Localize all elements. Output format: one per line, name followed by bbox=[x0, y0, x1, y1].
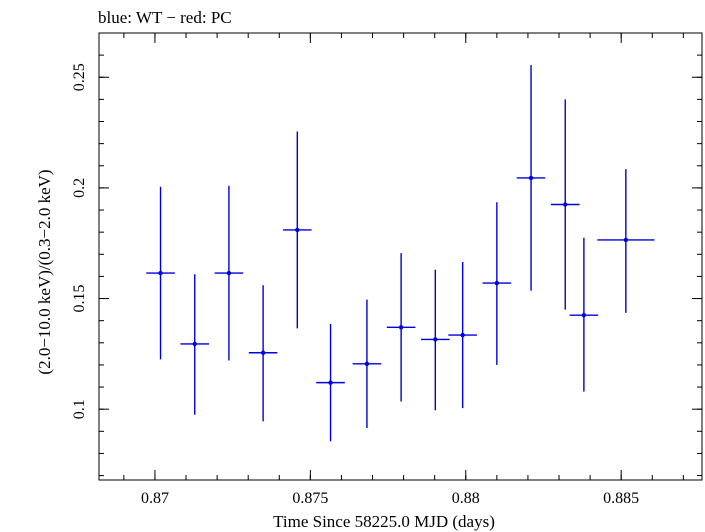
point-marker bbox=[192, 341, 197, 347]
axis-ticks bbox=[99, 32, 702, 480]
data-point bbox=[448, 262, 477, 409]
x-tick-label: 0.88 bbox=[452, 490, 480, 507]
point-marker bbox=[398, 325, 404, 330]
chart-title: blue: WT − red: PC bbox=[98, 8, 232, 27]
data-point bbox=[569, 237, 599, 392]
data-point bbox=[214, 185, 244, 361]
data-point bbox=[316, 323, 345, 442]
data-point bbox=[283, 131, 312, 329]
point-marker bbox=[328, 380, 333, 385]
data-point bbox=[146, 186, 175, 360]
data-points bbox=[146, 65, 655, 442]
point-marker bbox=[528, 175, 534, 181]
y-axis-label: (2.0−10.0 keV)/(0.3−2.0 keV) bbox=[35, 169, 54, 374]
x-tick-label: 0.875 bbox=[292, 490, 328, 507]
plot-frame bbox=[98, 32, 703, 481]
point-marker bbox=[623, 237, 629, 243]
point-marker bbox=[260, 350, 266, 355]
data-point bbox=[352, 299, 382, 428]
point-marker bbox=[581, 312, 587, 318]
point-marker bbox=[226, 270, 232, 276]
y-tick-label: 0.15 bbox=[71, 285, 88, 313]
y-tick-label: 0.1 bbox=[71, 399, 88, 419]
data-point bbox=[550, 99, 580, 310]
data-point bbox=[421, 269, 450, 411]
x-tick-label: 0.885 bbox=[603, 490, 639, 507]
y-tick-label: 0.25 bbox=[71, 63, 88, 91]
data-point bbox=[597, 169, 655, 313]
data-point bbox=[180, 274, 210, 415]
point-marker bbox=[460, 332, 465, 338]
point-marker bbox=[494, 280, 500, 286]
data-point bbox=[516, 65, 546, 291]
x-tick-label: 0.87 bbox=[141, 490, 169, 507]
point-marker bbox=[364, 361, 370, 367]
x-axis-label: Time Since 58225.0 MJD (days) bbox=[273, 512, 495, 531]
data-point bbox=[248, 285, 278, 422]
data-point bbox=[386, 253, 416, 402]
tick-labels: 0.87 0.875 0.88 0.885 0.1 0.15 0.2 0.25 bbox=[71, 63, 639, 507]
point-marker bbox=[158, 270, 163, 276]
data-point bbox=[482, 202, 512, 365]
point-marker bbox=[295, 227, 300, 233]
point-marker bbox=[563, 202, 568, 207]
y-tick-label: 0.2 bbox=[71, 178, 88, 198]
point-marker bbox=[433, 337, 438, 342]
